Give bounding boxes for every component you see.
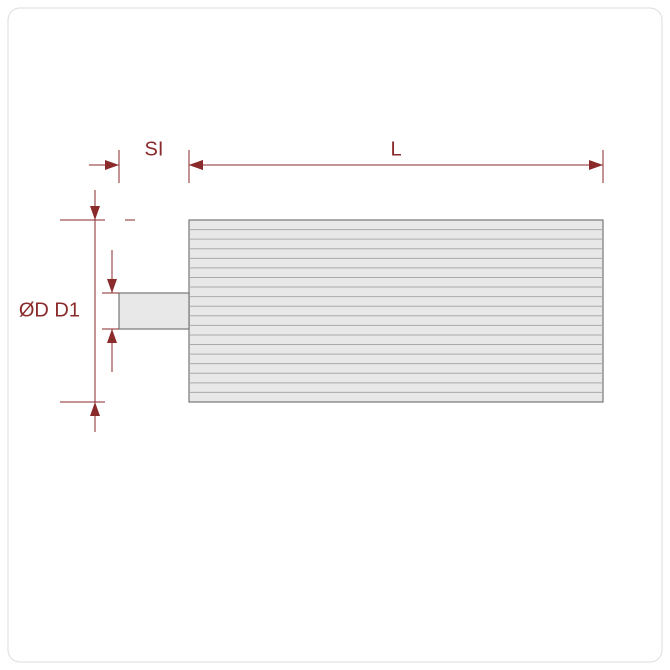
label-l: L	[390, 138, 401, 160]
shaft-stub	[119, 293, 189, 329]
dimension-diagram: SI L ØD D1	[0, 0, 670, 670]
label-si: SI	[145, 138, 164, 160]
label-d-d1: ØD D1	[19, 299, 80, 321]
pulley-body	[189, 220, 603, 402]
